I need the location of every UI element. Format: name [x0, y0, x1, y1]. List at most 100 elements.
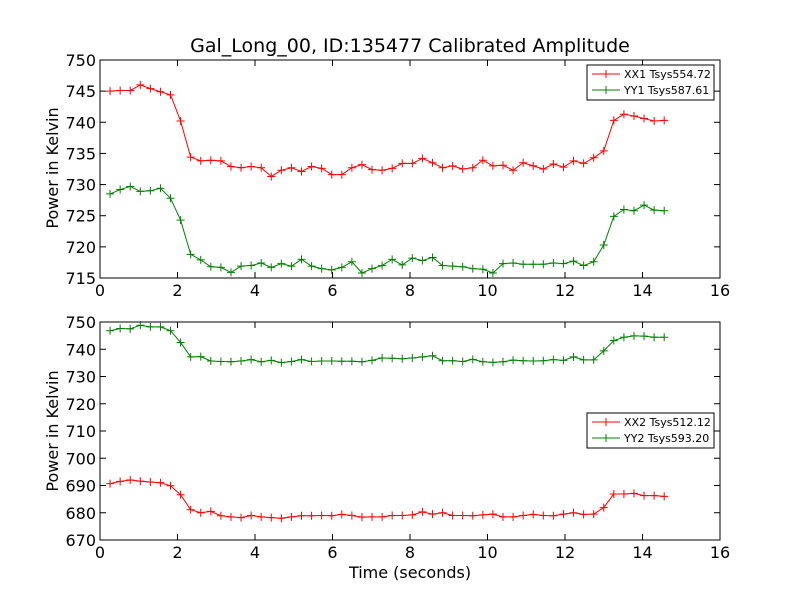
- data-point-yy1: [206, 262, 215, 271]
- data-point-xx2: [257, 512, 266, 521]
- data-point-xx2: [609, 489, 618, 498]
- data-point-yy2: [116, 324, 125, 333]
- data-point-xx2: [539, 511, 548, 520]
- data-point-yy1: [609, 212, 618, 221]
- data-point-xx2: [559, 510, 568, 519]
- data-point-yy2: [126, 324, 135, 333]
- data-point-yy2: [448, 356, 457, 365]
- top-subplot: Gal_Long_00, ID:135477 Calibrated Amplit…: [43, 35, 730, 300]
- data-point-yy1: [458, 262, 467, 271]
- data-point-yy2: [640, 332, 649, 341]
- data-point-yy1: [398, 260, 407, 269]
- data-point-xx2: [660, 492, 669, 501]
- y-tick-label: 680: [65, 504, 96, 523]
- data-point-yy2: [589, 355, 598, 364]
- y-tick-label: 720: [65, 395, 96, 414]
- x-tick-label: 4: [250, 281, 260, 300]
- series-line-yy2: [109, 324, 665, 364]
- data-point-yy2: [347, 357, 356, 366]
- data-point-xx2: [579, 510, 588, 519]
- data-point-yy2: [499, 357, 507, 366]
- data-point-yy2: [660, 333, 669, 342]
- data-point-yy2: [539, 356, 548, 365]
- data-point-yy1: [388, 255, 397, 264]
- data-point-yy2: [297, 355, 306, 364]
- data-point-xx2: [478, 510, 487, 519]
- data-point-yy2: [478, 357, 487, 366]
- data-point-xx1: [267, 172, 276, 181]
- data-point-xx1: [368, 165, 377, 174]
- data-point-xx1: [488, 161, 497, 170]
- x-tick-label: 8: [405, 543, 415, 562]
- data-point-xx2: [549, 511, 558, 520]
- data-point-xx1: [529, 161, 538, 170]
- data-point-xx1: [166, 90, 175, 99]
- data-point-xx2: [337, 510, 346, 519]
- data-point-yy1: [166, 194, 175, 203]
- y-tick-label: 750: [65, 313, 96, 332]
- y-tick-label: 710: [65, 422, 96, 441]
- x-axis-label: Time (seconds): [348, 563, 471, 582]
- data-point-xx1: [247, 162, 256, 171]
- y-tick-label: 725: [65, 207, 96, 226]
- data-point-xx2: [388, 511, 397, 520]
- data-point-yy1: [468, 264, 477, 273]
- data-point-xx1: [438, 163, 447, 172]
- data-point-xx1: [398, 159, 407, 168]
- data-point-xx2: [468, 511, 477, 520]
- x-tick-label: 8: [405, 281, 415, 300]
- data-point-yy2: [378, 353, 387, 362]
- data-point-xx2: [307, 511, 316, 520]
- data-point-yy2: [156, 322, 165, 331]
- data-point-xx1: [237, 163, 246, 172]
- data-point-xx2: [166, 481, 175, 490]
- data-point-yy2: [307, 357, 316, 366]
- data-point-xx2: [418, 507, 427, 516]
- data-point-yy2: [629, 331, 638, 340]
- data-point-yy1: [378, 261, 387, 270]
- data-point-xx2: [357, 513, 366, 522]
- data-point-yy2: [519, 356, 528, 365]
- top-legend-box: [586, 64, 715, 101]
- data-point-yy1: [660, 206, 669, 215]
- data-point-xx1: [599, 146, 608, 155]
- top-legend: XX1 Tsys554.72 YY1 Tsys587.61: [586, 64, 715, 101]
- data-point-xx1: [378, 166, 387, 175]
- data-point-yy2: [579, 355, 588, 364]
- data-point-xx2: [216, 511, 225, 520]
- data-point-xx1: [186, 153, 195, 162]
- data-point-yy2: [609, 336, 618, 345]
- top-y-axis-label: Power in Kelvin: [43, 107, 62, 228]
- data-point-xx1: [307, 162, 316, 171]
- data-point-yy1: [569, 257, 578, 266]
- data-point-yy1: [539, 260, 548, 269]
- data-point-xx2: [458, 511, 467, 520]
- data-point-xx2: [176, 490, 185, 499]
- data-point-xx2: [126, 476, 135, 485]
- data-point-xx1: [216, 156, 225, 165]
- data-point-yy1: [297, 255, 306, 264]
- data-point-xx1: [509, 166, 518, 175]
- data-point-xx1: [297, 167, 306, 176]
- data-point-xx1: [579, 159, 588, 168]
- data-point-xx2: [640, 491, 649, 500]
- x-tick-label: 6: [327, 543, 337, 562]
- data-point-xx1: [499, 161, 507, 170]
- data-point-yy2: [166, 326, 175, 335]
- data-point-yy1: [226, 268, 235, 277]
- data-point-xx1: [226, 162, 235, 171]
- y-tick-label: 670: [65, 531, 96, 550]
- data-point-xx2: [206, 507, 215, 516]
- data-point-yy2: [277, 358, 286, 367]
- y-tick-label: 730: [65, 176, 96, 195]
- data-point-yy2: [317, 356, 326, 365]
- data-point-yy1: [619, 205, 628, 214]
- data-point-yy2: [458, 357, 467, 366]
- data-point-xx1: [277, 166, 286, 175]
- data-point-xx1: [539, 165, 548, 173]
- data-point-yy2: [488, 358, 497, 367]
- data-point-yy1: [307, 262, 316, 271]
- data-point-yy1: [176, 216, 185, 225]
- y-tick-label: 690: [65, 477, 96, 496]
- x-tick-label: 14: [632, 543, 652, 562]
